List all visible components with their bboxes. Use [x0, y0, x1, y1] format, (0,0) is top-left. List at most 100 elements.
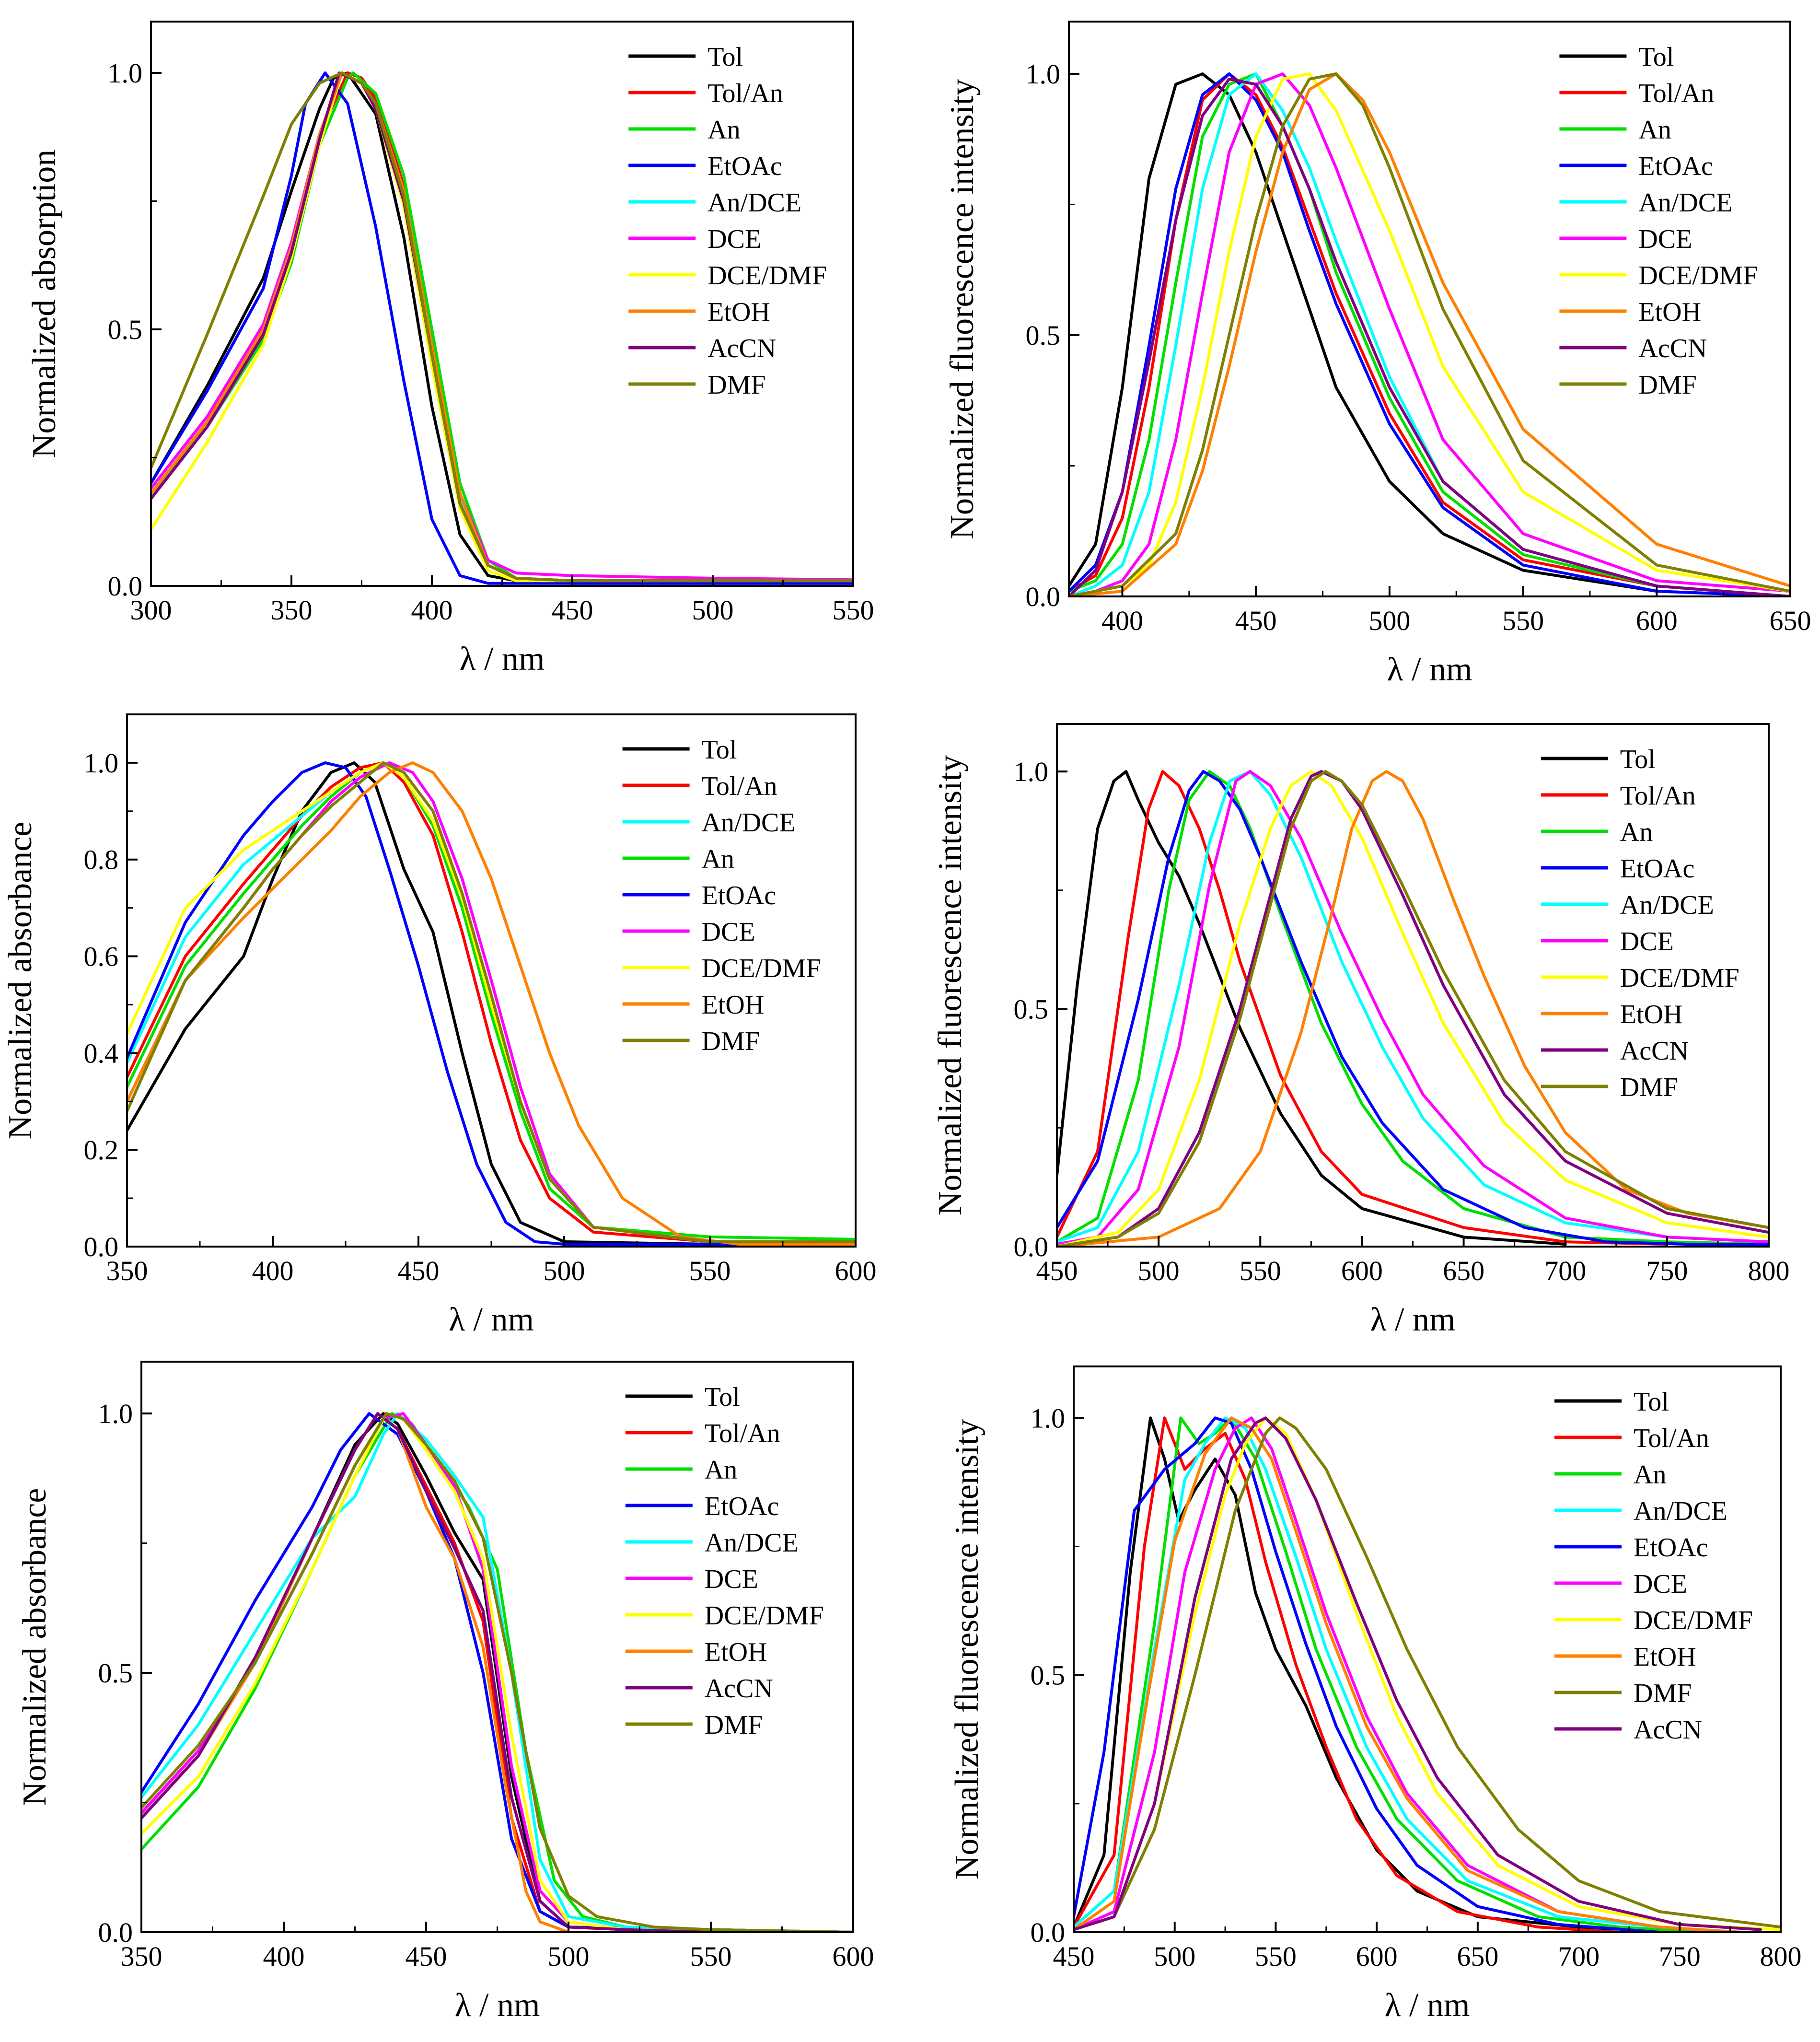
legend: Tol Tol/An An EtOAc An/DCE DCE DCE/DMF EtOH AcCN…	[1559, 42, 1758, 400]
series-line-accn	[141, 1412, 853, 1932]
series-line-dce	[1057, 770, 1769, 1246]
series-line-tol-an	[127, 761, 856, 1243]
y-axis-title: Normalized fluorescence intensity	[944, 79, 981, 539]
x-tick-label: 500	[1154, 1941, 1195, 1972]
legend-label: Tol/An	[1634, 1424, 1709, 1453]
legend-label: DCE/DMF	[1620, 963, 1739, 993]
series-line-an-dce	[1057, 770, 1769, 1244]
legend-label: DCE	[1620, 927, 1674, 957]
legend: Tol Tol/An An EtOAc An/DCE DCE DCE/DMF EtOH AcCN…	[625, 1382, 824, 1740]
series-group	[127, 761, 856, 1246]
x-tick-label: 450	[1053, 1941, 1095, 1972]
x-axis-title: λ / nm	[1387, 651, 1472, 688]
series-group	[1074, 1416, 1781, 1932]
x-tick-label: 800	[1760, 1941, 1802, 1972]
legend-label: EtOAc	[705, 1492, 779, 1521]
legend: Tol Tol/An An EtOAc An/DCE DCE DCE/DMF EtOH AcCN…	[628, 42, 827, 400]
x-tick-label: 500	[1368, 605, 1410, 636]
y-tick-label: 1.0	[98, 1398, 133, 1429]
y-tick-label: 1.0	[1031, 1402, 1066, 1434]
x-tick-label: 400	[263, 1941, 305, 1972]
legend-label: An/DCE	[702, 808, 796, 838]
y-tick-label: 0.5	[1026, 320, 1061, 351]
series-line-etoh	[127, 761, 856, 1246]
x-tick-label: 500	[544, 1255, 585, 1286]
legend-label: DMF	[1634, 1679, 1692, 1708]
x-axis-title: λ / nm	[1385, 1987, 1470, 2024]
y-tick-label: 0.5	[98, 1657, 133, 1689]
x-tick-label: 400	[252, 1255, 294, 1286]
x-tick-label: 750	[1646, 1255, 1688, 1286]
series-line-accn	[1057, 770, 1769, 1247]
y-tick-label: 0.0	[1026, 581, 1061, 612]
y-axis-title: Normalized absorption	[26, 150, 63, 458]
legend-label: Tol/An	[702, 771, 777, 801]
x-tick-label: 350	[271, 595, 313, 626]
x-tick-label: 650	[1443, 1255, 1484, 1286]
legend-label: An/DCE	[1638, 188, 1732, 218]
series-line-accn	[1074, 1416, 1762, 1931]
series-line-tol	[1069, 72, 1790, 596]
y-tick-label: 0.5	[1031, 1660, 1066, 1691]
legend-label: DMF	[705, 1710, 763, 1740]
legend-label: DCE	[707, 224, 761, 254]
legend-label: AcCN	[1638, 334, 1707, 363]
series-line-tol	[151, 71, 853, 585]
x-tick-label: 550	[689, 1255, 731, 1286]
series-line-etoh	[1069, 72, 1790, 596]
legend-label: DCE/DMF	[1634, 1606, 1753, 1635]
y-tick-label: 0.4	[84, 1038, 119, 1069]
y-tick-label: 0.2	[84, 1134, 119, 1166]
legend-label: DCE/DMF	[707, 261, 827, 291]
legend-label: AcCN	[707, 334, 776, 363]
x-tick-label: 750	[1659, 1941, 1701, 1972]
series-line-dce	[1069, 72, 1790, 596]
legend-label: DCE	[1638, 224, 1692, 254]
y-tick-label: 1.0	[84, 747, 119, 779]
chart-panel-top-left: 300 350 400 450 500 550 0.0 0.5 1.0 λ / nm Normali…	[26, 21, 874, 677]
legend-label: DCE/DMF	[702, 954, 821, 983]
legend-label: DCE	[1634, 1569, 1687, 1599]
y-tick-label: 0.8	[84, 844, 119, 875]
legend-label: An/DCE	[705, 1528, 799, 1558]
legend-label: EtOAc	[1634, 1533, 1708, 1563]
series-line-etoac	[1069, 72, 1790, 596]
series-line-etoac	[127, 761, 856, 1246]
x-tick-label: 800	[1748, 1255, 1790, 1286]
chart-panel-middle-right: 450 500 550 600 650 700 750 800 0.0 0.5 1.0 λ / nm N…	[932, 723, 1790, 1338]
legend-label: DMF	[702, 1027, 760, 1056]
x-tick-label: 700	[1544, 1255, 1586, 1286]
legend-label: An/DCE	[1620, 890, 1714, 920]
series-line-dce	[1074, 1416, 1742, 1932]
series-line-tol	[1057, 770, 1567, 1246]
legend-label: Tol	[707, 42, 743, 72]
series-line-dmf	[141, 1412, 853, 1932]
legend-label: An	[1638, 115, 1671, 145]
legend-label: DCE/DMF	[705, 1601, 824, 1631]
legend-label: DMF	[1638, 370, 1696, 400]
x-tick-label: 350	[106, 1255, 148, 1286]
y-tick-label: 1.0	[1014, 756, 1049, 787]
legend-label: Tol/An	[1620, 781, 1696, 811]
legend: Tol Tol/An An EtOAc An/DCE DCE DCE/DMF EtOH AcCN…	[1541, 745, 1739, 1102]
legend-label: AcCN	[1634, 1715, 1702, 1745]
legend-label: EtOAc	[1638, 152, 1713, 181]
x-tick-label: 400	[1101, 605, 1143, 636]
x-axis-title: λ / nm	[455, 1987, 540, 2024]
legend-label: Tol	[702, 735, 737, 765]
x-tick-label: 450	[552, 595, 593, 626]
y-tick-label: 1.0	[1026, 58, 1061, 90]
series-line-dmf	[1074, 1416, 1781, 1931]
legend: Tol Tol/An An An/DCE EtOAc DCE DCE/DMF EtOH DMF A…	[1554, 1387, 1753, 1745]
legend-label: Tol	[705, 1382, 740, 1412]
series-line-etoac	[1074, 1416, 1661, 1932]
legend-label: EtOH	[702, 990, 765, 1020]
legend-label: EtOH	[705, 1637, 767, 1667]
y-tick-label: 0.5	[108, 314, 143, 345]
legend-label: DMF	[707, 370, 765, 400]
legend-label: DCE	[702, 917, 755, 947]
chart-panel-middle-left: 350 400 450 500 550 600 0.0 0.2 0.4 0.6 0.8 1.0 λ / …	[2, 713, 877, 1338]
legend: Tol Tol/An An/DCE An EtOAc DCE DCE/DMF EtOH DMF	[622, 735, 821, 1056]
y-tick-label: 0.0	[108, 571, 143, 602]
y-tick-label: 0.5	[1014, 994, 1049, 1025]
